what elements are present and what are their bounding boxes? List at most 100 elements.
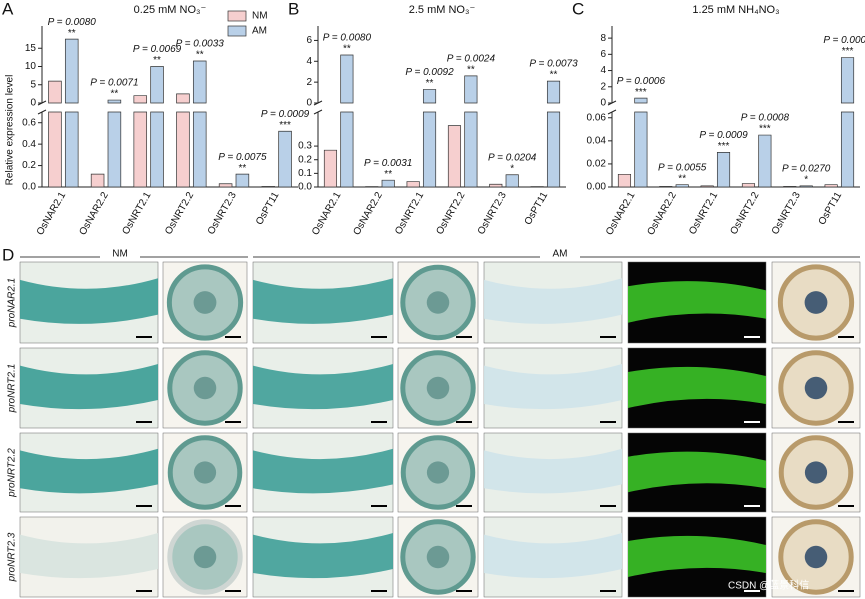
- p-value: P = 0.0008: [741, 113, 790, 124]
- x-tick-label: OsPT11: [254, 190, 282, 227]
- x-tick-label: OsNRT2.3: [206, 190, 239, 237]
- bar: [546, 80, 561, 188]
- stele: [193, 545, 217, 569]
- stele: [426, 545, 450, 569]
- bar: [741, 183, 756, 188]
- fluorescence: [628, 281, 766, 323]
- chart-title: 2.5 mM NO₃⁻: [409, 4, 476, 16]
- root-tissue: [20, 448, 158, 494]
- bar: [447, 125, 462, 188]
- root-tissue: [484, 533, 622, 579]
- significance-stars: **: [153, 55, 161, 66]
- stele: [426, 291, 450, 314]
- x-tick-label: OsNAR2.1: [35, 190, 69, 237]
- significance-stars: ***: [635, 87, 647, 98]
- row-label: proNRT2.3: [7, 532, 18, 582]
- y-tick-label: 0: [306, 98, 312, 109]
- x-tick-label: OsNAR2.1: [604, 190, 638, 237]
- bar: [799, 185, 813, 188]
- bar: [783, 186, 797, 188]
- p-value: P = 0.0009: [823, 35, 865, 46]
- p-value: P = 0.0092: [405, 67, 454, 78]
- legend-label: AM: [252, 26, 267, 37]
- y-tick-label: 0.02: [587, 159, 607, 170]
- legend-swatch: [227, 25, 247, 37]
- row-label: proNRT2.2: [7, 448, 18, 498]
- p-value: P = 0.0024: [447, 54, 496, 65]
- bar: [261, 186, 276, 188]
- y-tick-label: 0.4: [22, 139, 36, 150]
- y-tick-label: 0.1: [298, 168, 312, 179]
- root-tissue: [20, 533, 158, 579]
- y-tick-label: 8: [600, 33, 606, 44]
- p-value: P = 0.0009: [699, 130, 748, 141]
- bar: [700, 185, 714, 188]
- bar: [675, 184, 689, 188]
- root-tissue: [253, 448, 393, 494]
- axis-break: [313, 109, 323, 115]
- y-tick-label: 0: [30, 98, 36, 109]
- x-tick-label: OsPT11: [523, 190, 551, 227]
- stele: [804, 291, 828, 314]
- bar: [192, 60, 207, 188]
- x-tick-label: OsNRT2.3: [770, 190, 803, 237]
- y-tick-label: 2: [306, 77, 312, 88]
- p-value: P = 0.0031: [364, 158, 412, 169]
- y-tick-label: 0.00: [587, 182, 607, 193]
- root-tissue: [253, 533, 393, 579]
- bar: [278, 130, 292, 188]
- p-value: P = 0.0075: [218, 152, 267, 163]
- p-value: P = 0.0069: [133, 44, 182, 55]
- panel-label: B: [288, 0, 299, 18]
- row-label: proNRT2.1: [7, 364, 18, 414]
- fluorescence: [628, 366, 766, 408]
- axis-break: [607, 109, 617, 115]
- x-tick-label: OsNRT2.2: [163, 190, 196, 237]
- p-value: P = 0.0073: [529, 59, 578, 70]
- bar: [107, 99, 122, 188]
- y-tick-label: 15: [25, 43, 37, 54]
- bar: [133, 95, 148, 188]
- y-tick-label: 0.6: [22, 117, 36, 128]
- p-value: P = 0.0055: [658, 162, 707, 173]
- bar: [758, 134, 772, 188]
- bar: [617, 173, 632, 188]
- x-tick-label: OsNAR2.1: [310, 190, 344, 237]
- stele: [426, 461, 450, 484]
- legend-label: NM: [252, 11, 268, 22]
- y-tick-label: 0: [600, 98, 606, 109]
- bar: [48, 80, 62, 188]
- bar: [64, 38, 79, 188]
- root-tissue: [484, 364, 622, 410]
- p-value: P = 0.0033: [176, 39, 225, 50]
- x-tick-label: OsNAR2.2: [77, 190, 111, 237]
- stele: [804, 545, 828, 569]
- y-tick-label: 0.06: [587, 112, 607, 123]
- column-header: NM: [112, 249, 128, 260]
- significance-stars: **: [467, 65, 475, 76]
- micrographs: proNAR2.1 proNRT2.1 proNRT2.2 proNRT2.3: [7, 261, 861, 598]
- significance-stars: *: [510, 163, 514, 174]
- p-value: P = 0.0009: [261, 109, 310, 120]
- significance-stars: **: [550, 70, 558, 81]
- y-axis-label: Relative expression level: [5, 75, 16, 186]
- stele: [804, 376, 828, 400]
- bar: [323, 149, 338, 188]
- y-tick-label: 2: [600, 81, 606, 92]
- p-value: P = 0.0006: [617, 76, 666, 87]
- bar: [150, 66, 164, 188]
- y-tick-label: 6: [600, 49, 606, 60]
- p-value: P = 0.0071: [90, 78, 138, 89]
- p-value: P = 0.0080: [323, 33, 372, 44]
- y-tick-label: 10: [25, 61, 37, 72]
- significance-stars: ***: [842, 46, 854, 57]
- bar: [422, 89, 437, 188]
- x-tick-label: OsNRT2.1: [687, 190, 720, 237]
- significance-stars: ***: [718, 141, 730, 152]
- stele: [193, 461, 217, 484]
- bar: [464, 75, 478, 188]
- root-tissue: [20, 364, 158, 410]
- x-tick-label: OsNRT2.3: [476, 190, 509, 237]
- significance-stars: **: [426, 78, 434, 89]
